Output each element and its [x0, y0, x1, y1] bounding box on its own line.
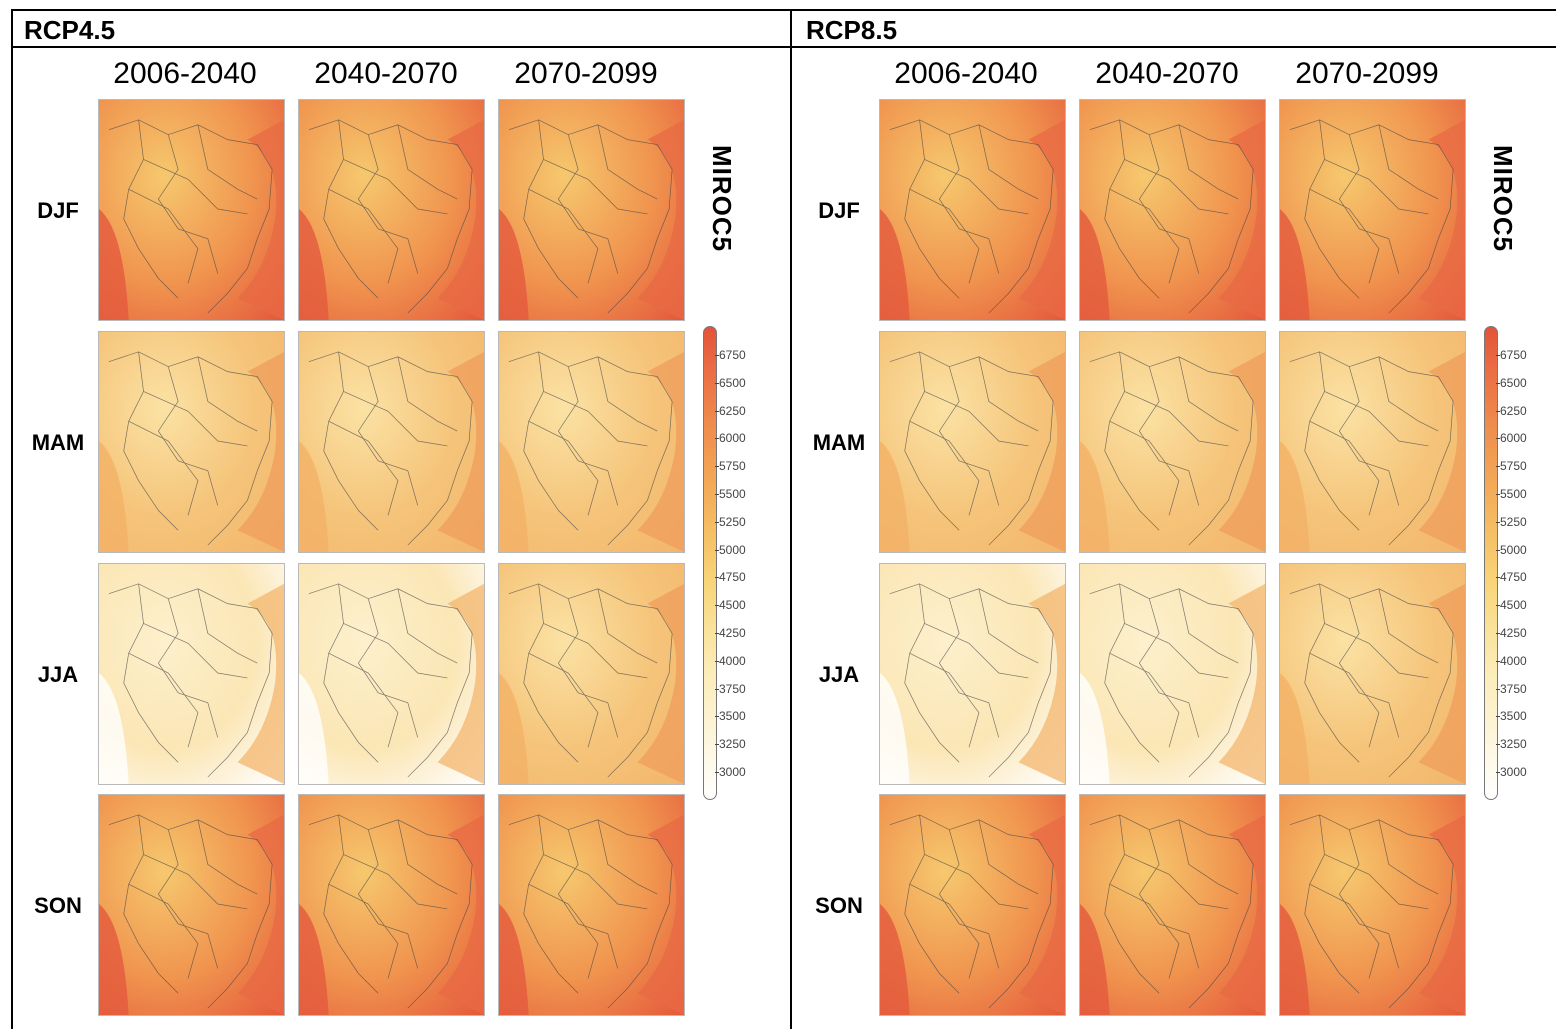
map-panel: [498, 99, 685, 321]
period-label: 2006-2040: [113, 57, 257, 90]
header-divider: [11, 46, 1556, 48]
map-panel: [1079, 99, 1266, 321]
map-panel: [879, 563, 1066, 785]
colorbar-tick-label: 6000: [715, 431, 746, 446]
colorbar-tick-label: 5750: [715, 459, 746, 474]
season-label-djf: DJF: [37, 198, 79, 223]
colorbar-tick-label: 3000: [1496, 765, 1527, 779]
colorbar-tick-label: 4000: [1496, 653, 1527, 668]
colorbar-tick-label: 6500: [1496, 375, 1527, 390]
season-label-jja: JJA: [818, 662, 860, 687]
colorbar-tick-label: 5250: [1496, 514, 1527, 529]
colorbar-tick-label: 6500: [715, 375, 746, 390]
map-panel: [1079, 331, 1266, 553]
colorbar-tick-label: 3250: [1496, 737, 1527, 752]
map-panel: [1079, 563, 1266, 785]
colorbar-tick-label: 4250: [715, 626, 746, 640]
map-panel: [1279, 794, 1466, 1016]
map-panel: [879, 331, 1066, 553]
colorbar-tick-label: 5000: [1496, 542, 1527, 557]
season-label-jja: JJA: [37, 662, 79, 687]
colorbar-tick-label: 5250: [715, 514, 746, 529]
scenario-divider: [790, 9, 792, 1029]
period-label: 2070-2099: [514, 57, 658, 90]
colorbar-gradient: [703, 326, 717, 800]
colorbar: 6750 6500 6250 6000 5750 5500 5250 5000 4750 4500…: [703, 326, 783, 806]
colorbar-tick-label: 6750: [1496, 348, 1527, 362]
map-panel: [1279, 99, 1466, 321]
map-panel: [98, 794, 285, 1016]
period-label: 2040-2070: [314, 57, 458, 90]
model-label: MIROC5: [1488, 145, 1518, 253]
map-panel: [298, 563, 485, 785]
map-panel: [879, 794, 1066, 1016]
colorbar-tick-label: 3500: [1496, 709, 1527, 724]
colorbar-tick-label: 4750: [1496, 570, 1527, 585]
map-panel: [298, 331, 485, 553]
colorbar-tick-label: 4500: [715, 598, 746, 613]
season-label-mam: MAM: [31, 430, 85, 455]
colorbar-tick-label: 5000: [715, 542, 746, 557]
map-panel: [498, 794, 685, 1016]
map-panel: [879, 99, 1066, 321]
scenario-title-rcp85: RCP8.5: [806, 15, 898, 45]
season-label-djf: DJF: [818, 198, 860, 223]
map-panel: [498, 563, 685, 785]
colorbar-tick-label: 3750: [715, 681, 746, 696]
colorbar-tick-label: 4500: [1496, 598, 1527, 613]
colorbar-tick-label: 6250: [1496, 403, 1527, 418]
colorbar-tick-label: 4250: [1496, 626, 1527, 640]
colorbar-tick-label: 5500: [715, 487, 746, 501]
period-label: 2040-2070: [1095, 57, 1239, 90]
map-panel: [1279, 563, 1466, 785]
period-label: 2070-2099: [1295, 57, 1439, 90]
season-label-mam: MAM: [812, 430, 866, 455]
season-label-son: SON: [815, 893, 863, 918]
season-label-son: SON: [34, 893, 82, 918]
colorbar-tick-label: 3500: [715, 709, 746, 724]
model-label: MIROC5: [707, 145, 737, 253]
map-panel: [98, 563, 285, 785]
map-panel: [498, 331, 685, 553]
colorbar-tick-label: 3000: [715, 765, 746, 779]
colorbar-gradient: [1484, 326, 1498, 800]
map-panel: [298, 99, 485, 321]
colorbar-tick-label: 3250: [715, 737, 746, 752]
colorbar-tick-label: 6000: [1496, 431, 1527, 446]
colorbar-tick-label: 6250: [715, 403, 746, 418]
colorbar-tick-label: 5500: [1496, 487, 1527, 501]
period-label: 2006-2040: [894, 57, 1038, 90]
map-panel: [98, 331, 285, 553]
figure-frame: [11, 9, 1556, 1029]
colorbar-tick-label: 6750: [715, 348, 746, 362]
colorbar-tick-label: 4750: [715, 570, 746, 585]
map-panel: [1279, 331, 1466, 553]
colorbar-tick-label: 3750: [1496, 681, 1527, 696]
map-panel: [298, 794, 485, 1016]
scenario-title-rcp45: RCP4.5: [24, 15, 116, 45]
colorbar: 6750 6500 6250 6000 5750 5500 5250 5000 4750 4500…: [1484, 326, 1556, 806]
map-panel: [1079, 794, 1266, 1016]
colorbar-tick-label: 5750: [1496, 459, 1527, 474]
colorbar-tick-label: 4000: [715, 653, 746, 668]
map-panel: [98, 99, 285, 321]
